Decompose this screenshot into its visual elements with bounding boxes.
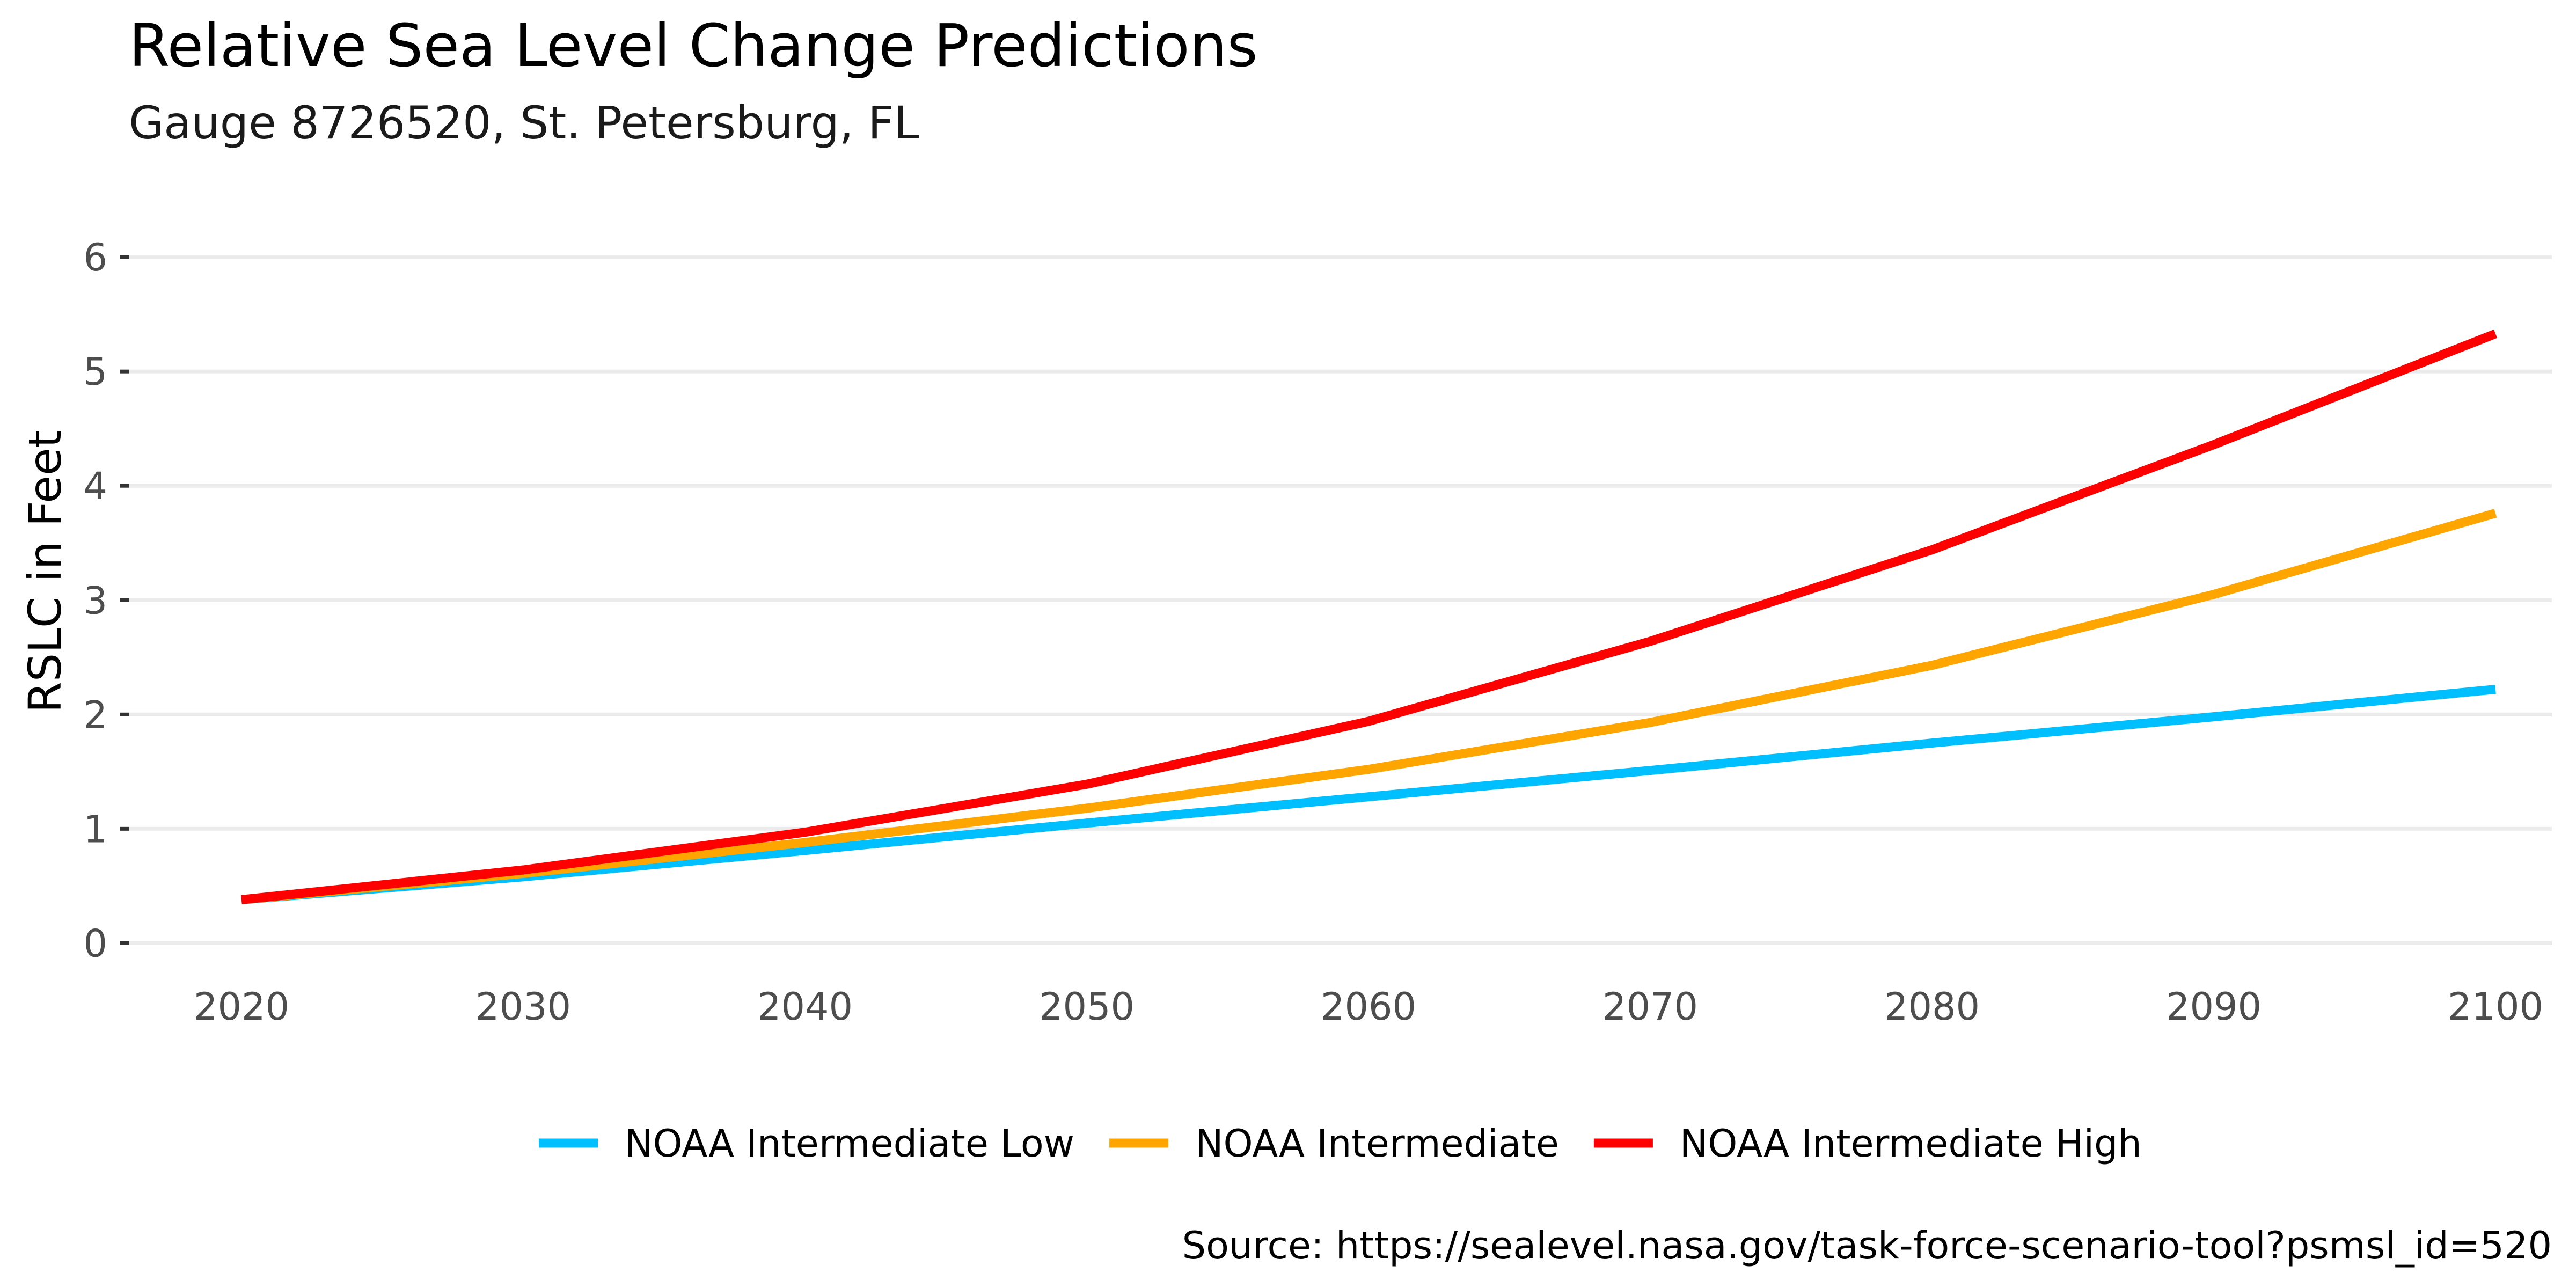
legend: NOAA Intermediate Low NOAA Intermediate NO… <box>539 1122 2142 1166</box>
y-tick-label: 1 <box>83 807 107 851</box>
legend-item: NOAA Intermediate High <box>1593 1122 2142 1166</box>
y-tick-label: 5 <box>83 350 107 394</box>
x-tick-label: 2070 <box>1602 985 1698 1029</box>
y-tick-label: 2 <box>83 693 107 737</box>
y-tick-label: 0 <box>83 921 107 965</box>
legend-label: NOAA Intermediate <box>1195 1122 1559 1166</box>
y-tick-label: 4 <box>83 464 107 508</box>
x-tick-label: 2090 <box>2166 985 2262 1029</box>
x-axis: 2020 2030 2040 2050 2060 2070 2080 2090 2100 <box>194 985 2543 1029</box>
x-tick-label: 2040 <box>757 985 853 1029</box>
y-tick-label: 3 <box>83 579 107 623</box>
y-tick-label: 6 <box>83 236 107 280</box>
legend-label: NOAA Intermediate Low <box>625 1122 1074 1166</box>
x-tick-label: 2060 <box>1321 985 1416 1029</box>
x-tick-label: 2020 <box>194 985 289 1029</box>
x-tick-label: 2080 <box>1884 985 1980 1029</box>
legend-item: NOAA Intermediate <box>1109 1122 1559 1166</box>
legend-label: NOAA Intermediate High <box>1680 1122 2142 1166</box>
series-line-noaa-intermediate-low <box>241 684 2496 904</box>
series-lines <box>241 329 2498 904</box>
series-line-noaa-intermediate <box>241 509 2497 904</box>
x-tick-label: 2100 <box>2448 985 2543 1029</box>
legend-item: NOAA Intermediate Low <box>539 1122 1074 1166</box>
x-tick-label: 2030 <box>475 985 571 1029</box>
source-caption: Source: https://sealevel.nasa.gov/task-f… <box>1182 1224 2552 1268</box>
x-tick-label: 2050 <box>1039 985 1135 1029</box>
y-axis-title: RSLC in Feet <box>19 430 71 713</box>
gridlines <box>129 255 2552 945</box>
chart-title: Relative Sea Level Change Predictions <box>129 11 1258 80</box>
chart-subtitle: Gauge 8726520, St. Petersburg, FL <box>129 97 919 149</box>
y-axis: 0 1 2 3 4 5 6 <box>83 236 129 965</box>
series-line-noaa-intermediate-high <box>241 329 2498 904</box>
